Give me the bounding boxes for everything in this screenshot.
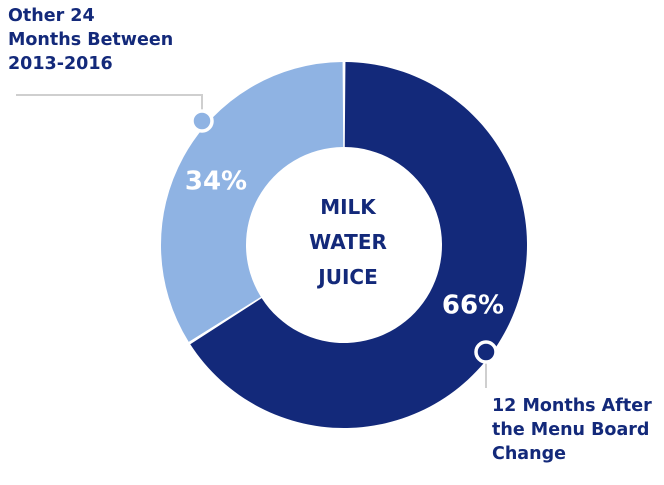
center-label-juice: JUICE [318,265,378,289]
slice-value-label-2: 34% [185,167,247,197]
legend-label-after-line-2: the Menu Board [492,420,650,440]
callout-marker-2 [474,340,498,364]
legend-label-other-line-3: 2013-2016 [8,54,113,74]
slice-value-label-1: 66% [442,291,504,321]
center-label-water: WATER [309,230,387,254]
legend-label-12-months-after: 12 Months After the Menu Board Change [492,394,652,466]
legend-label-other-line-1: Other 24 [8,6,95,26]
donut-slice-2 [161,62,344,342]
callout-line-1 [16,94,203,121]
center-label-milk: MILK [320,195,376,219]
legend-label-after-line-1: 12 Months After [492,396,652,416]
legend-label-other-24-months: Other 24 Months Between 2013-2016 [8,4,173,76]
donut-center-label: MILK WATER JUICE [248,190,448,295]
callout-marker-1 [190,109,214,133]
legend-label-other-line-2: Months Between [8,30,174,50]
legend-label-after-line-3: Change [492,444,566,464]
donut-slice-1 [190,62,527,429]
